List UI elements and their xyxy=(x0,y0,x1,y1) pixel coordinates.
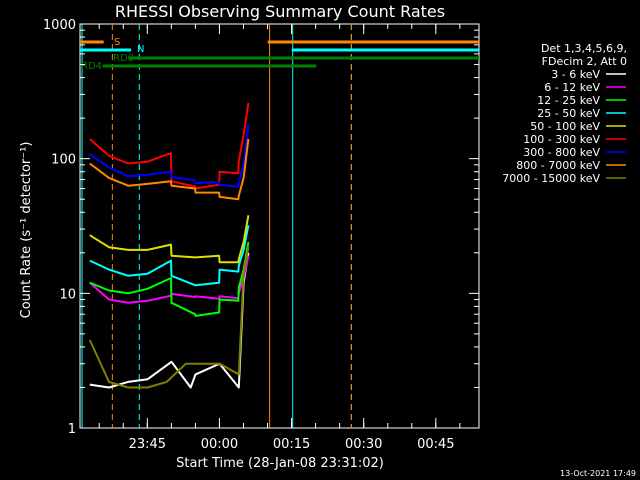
legend-label-2: 12 - 25 keV xyxy=(537,94,600,107)
x-tick-label: 00:45 xyxy=(417,437,454,452)
series-line-8 xyxy=(88,247,250,389)
x-tick-label: 00:15 xyxy=(273,437,310,452)
series-lines xyxy=(88,102,250,389)
footer-date: 13-Oct-2021 17:49 xyxy=(560,469,636,478)
legend-label-7: 800 - 7000 keV xyxy=(516,159,600,172)
legend-label-3: 25 - 50 keV xyxy=(537,107,600,120)
x-axis-label: Start Time (28-Jan-08 23:31:02) xyxy=(176,456,384,471)
y-tick-label: 1 xyxy=(68,422,76,437)
legend-label-6: 300 - 800 keV xyxy=(523,146,600,159)
marker-lines xyxy=(81,24,352,428)
state-label-S: S xyxy=(114,37,120,48)
legend-header-line-2: FDecim 2, Att 0 xyxy=(542,55,627,68)
legend-label-4: 50 - 100 keV xyxy=(530,120,600,133)
state-label-RD4: RD4 xyxy=(81,61,102,72)
state-label-N: N xyxy=(137,44,144,55)
chart-title: RHESSI Observing Summary Count Rates xyxy=(115,2,445,21)
series-line-7 xyxy=(89,138,250,201)
y-tick-label: 100 xyxy=(51,153,76,168)
legend-header-line-1: Det 1,3,4,5,6,9, xyxy=(541,42,627,55)
y-axis-label: Count Rate (s⁻¹ detector⁻¹) xyxy=(19,142,34,319)
axes: 1 10 100 1000 23:45 00:00 00:15 00:30 00:45 xyxy=(43,18,479,452)
state-label-RD0: RD0 xyxy=(113,53,134,64)
x-tick-label: 00:00 xyxy=(201,437,238,452)
x-tick-label: 23:45 xyxy=(129,437,166,452)
series-line-4 xyxy=(89,215,250,264)
series-line-6 xyxy=(89,124,250,188)
series-line-2 xyxy=(89,241,250,317)
legend-label-8: 7000 - 15000 keV xyxy=(502,172,600,185)
legend-label-1: 6 - 12 keV xyxy=(544,81,600,94)
y-tick-label: 10 xyxy=(59,287,76,302)
x-tick-label: 00:30 xyxy=(345,437,382,452)
plot-frame xyxy=(79,23,480,429)
legend-label-5: 100 - 300 keV xyxy=(523,133,600,146)
legend-label-0: 3 - 6 keV xyxy=(551,68,600,81)
y-tick-label: 1000 xyxy=(43,18,76,33)
series-line-3 xyxy=(89,225,250,287)
legend: Det 1,3,4,5,6,9, FDecim 2, Att 0 3 - 6 k… xyxy=(502,42,627,185)
